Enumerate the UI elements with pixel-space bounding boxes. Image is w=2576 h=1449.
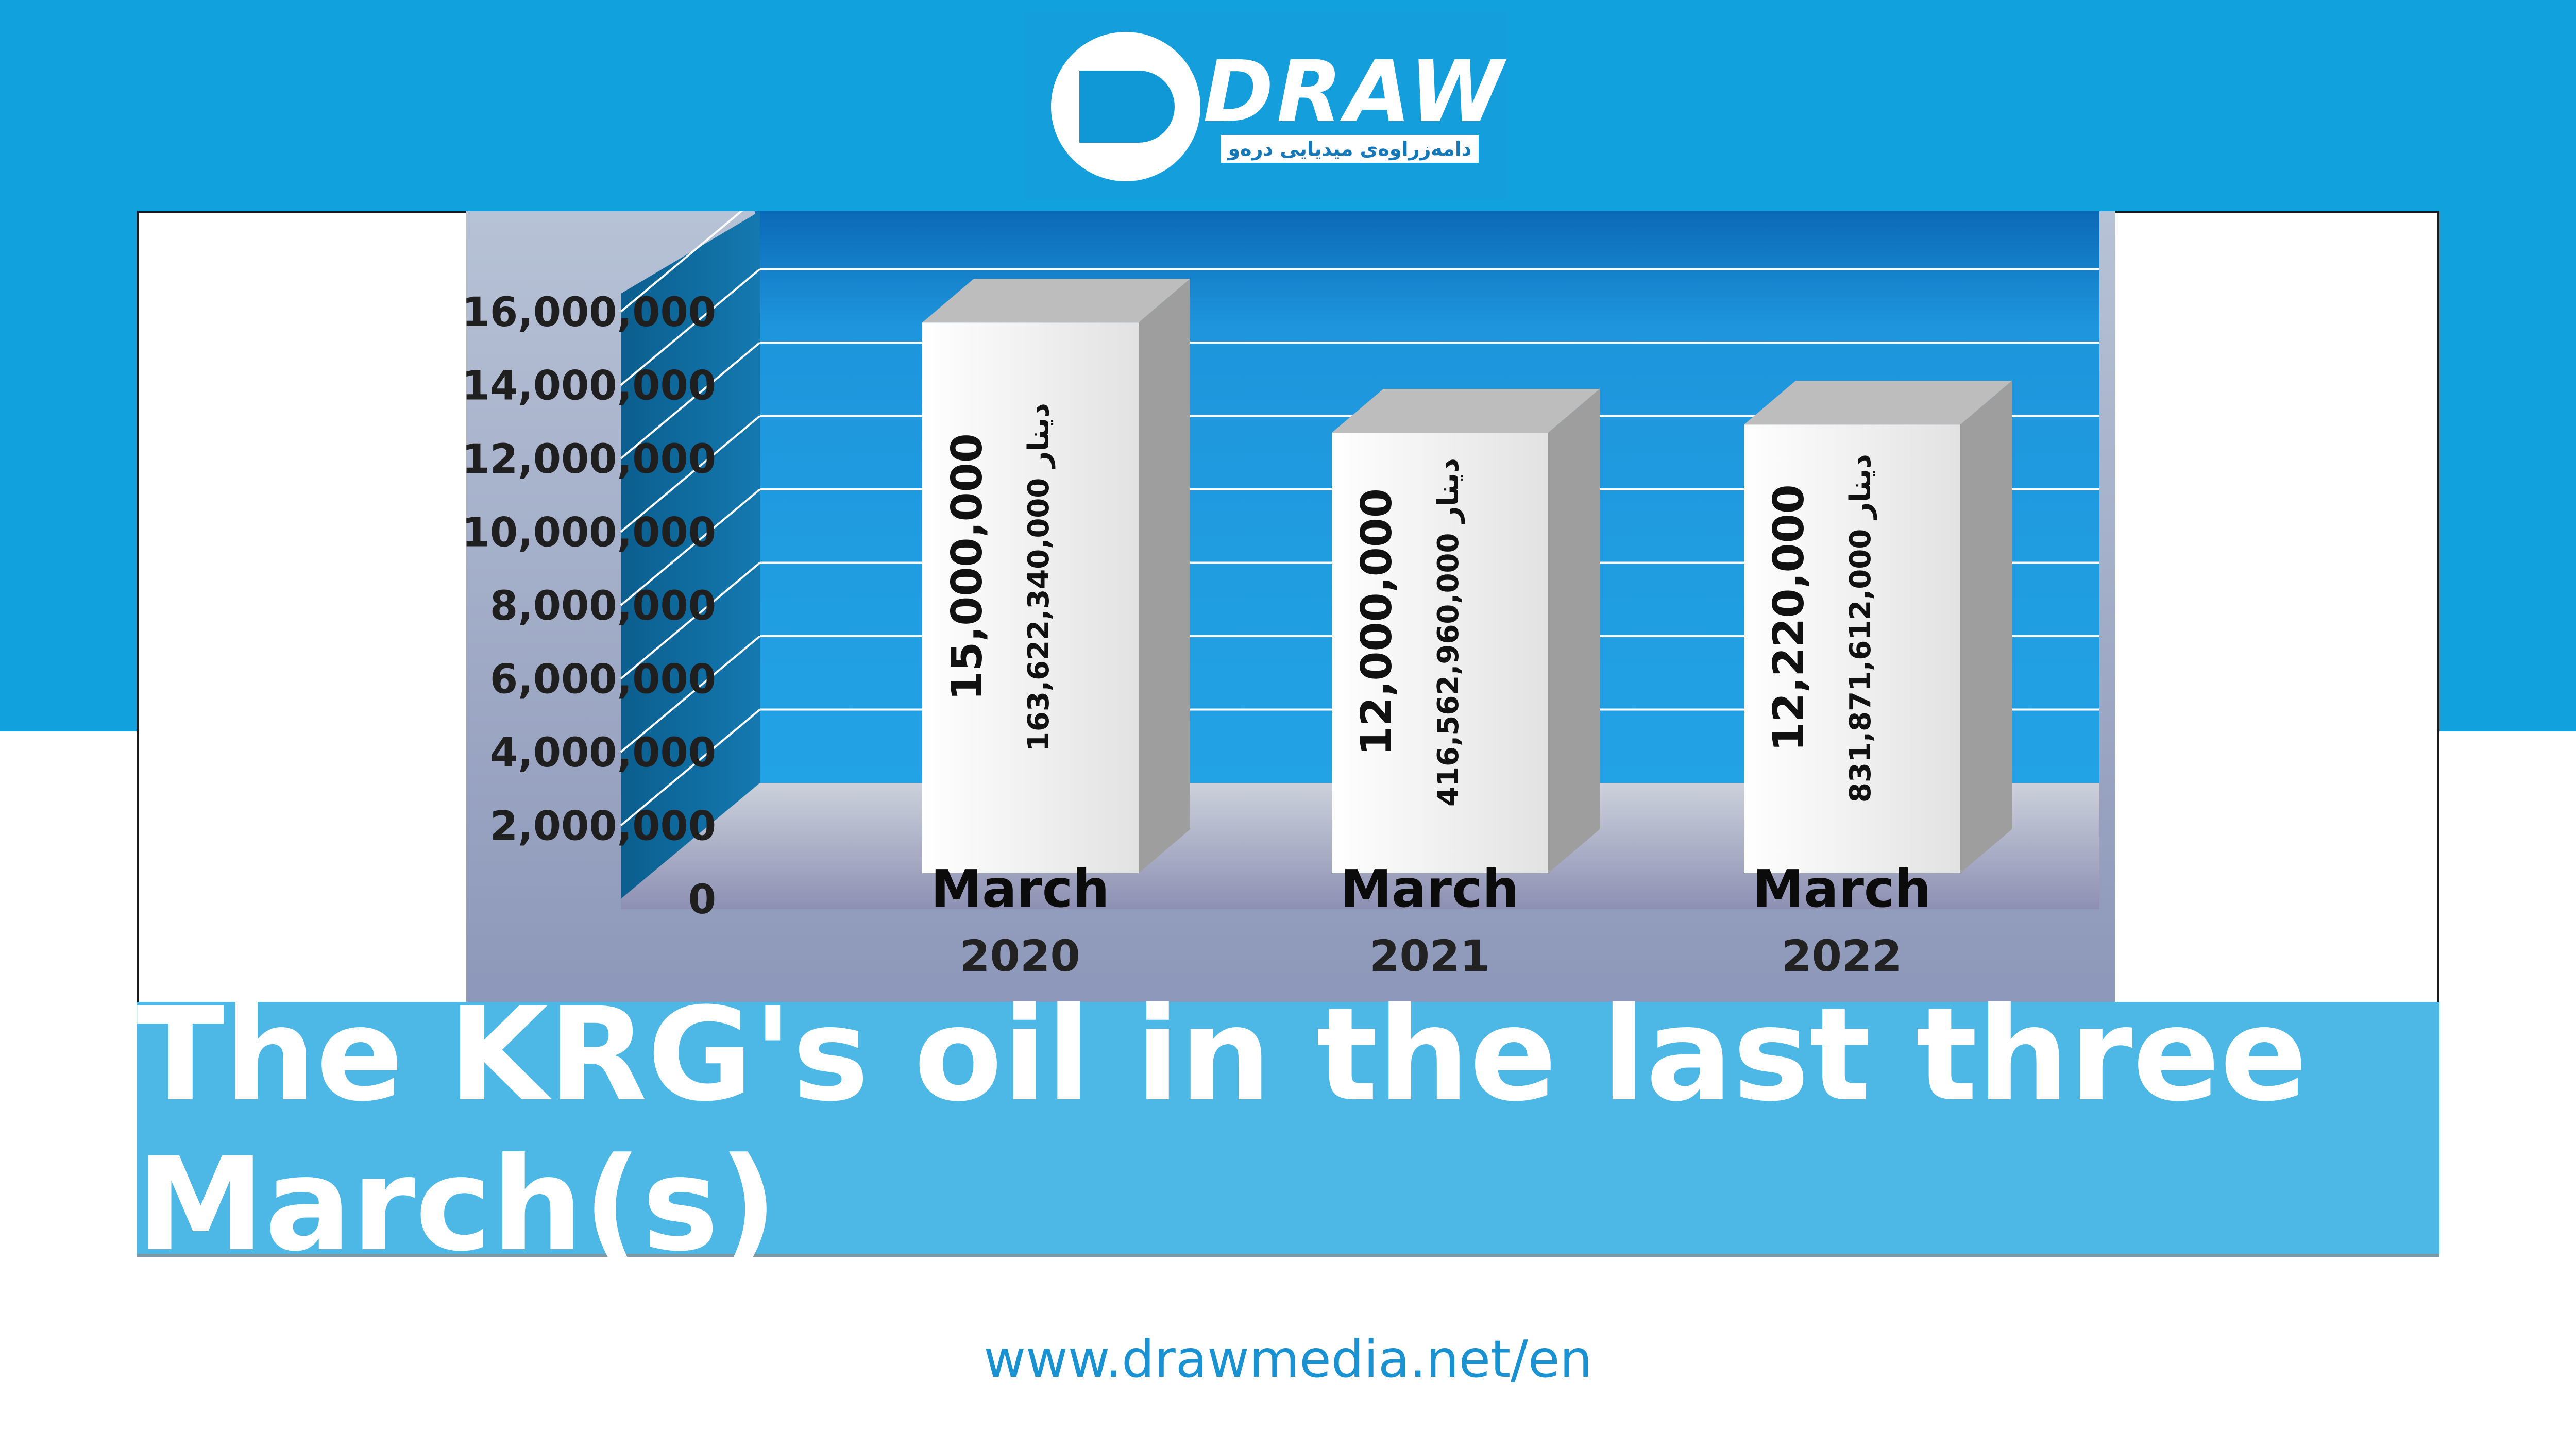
bar	[1744, 424, 1960, 873]
bar-side	[1548, 389, 1600, 873]
bar-secondary-label: 416,562,960,000 دینار	[1432, 458, 1465, 807]
x-category-year: 2020	[960, 931, 1080, 981]
logo-d-shape	[1079, 71, 1175, 143]
gridline-diagonal	[620, 488, 761, 606]
bar-top	[1744, 381, 2012, 425]
gridline-diagonal	[620, 415, 761, 533]
bar	[922, 322, 1139, 873]
y-tick-label: 10,000,000	[466, 510, 716, 556]
chart-area: 0 2,000,000 4,000,000 6,000,000 8,000,000 10,…	[466, 211, 2115, 1004]
gridline-diagonal	[620, 268, 761, 386]
x-category-label: March	[1341, 859, 1519, 919]
gridline-diagonal	[620, 635, 761, 753]
bar-value-label: 12,000,000	[1352, 488, 1401, 756]
bar-secondary-label: 831,871,612,000 دینار	[1844, 454, 1877, 803]
gridline-diagonal	[620, 708, 761, 827]
y-tick-label: 8,000,000	[490, 583, 716, 629]
logo-word: DRAW	[1203, 42, 1506, 141]
x-category-year: 2022	[1782, 931, 1902, 981]
y-tick-label: 0	[688, 877, 716, 923]
bar-top	[922, 279, 1190, 323]
bar-chart: 0 2,000,000 4,000,000 6,000,000 8,000,000 10,…	[466, 211, 2115, 1004]
y-tick-label: 4,000,000	[490, 730, 716, 776]
gridline-diagonal	[620, 561, 761, 680]
gridline-diagonal	[620, 342, 761, 459]
x-category-label: March	[931, 859, 1110, 919]
logo-tagline: دامەزراوەی میدیایی درەو	[1221, 135, 1479, 163]
bar-value-label: 12,220,000	[1765, 484, 1814, 752]
footer-url: www.drawmedia.net/en	[984, 1329, 1592, 1389]
bar-value-label: 15,000,000	[943, 433, 992, 701]
bar-side	[1139, 279, 1190, 873]
chart-title: The KRG's oil in the last three March(s)	[137, 979, 2308, 1280]
x-category-label: March	[1753, 859, 1931, 919]
title-banner: The KRG's oil in the last three March(s)	[137, 979, 2439, 1280]
logo-circle-icon	[1051, 32, 1200, 181]
draw-logo: DRAW دامەزراوەی میدیایی درەو	[1025, 11, 1507, 199]
y-tick-label: 2,000,000	[490, 804, 716, 850]
y-tick-label: 6,000,000	[490, 657, 716, 703]
chart-side-wall	[621, 211, 760, 899]
bar-side	[1960, 381, 2012, 873]
bar-top	[1332, 389, 1600, 433]
y-tick-label: 12,000,000	[466, 436, 716, 483]
y-tick-label: 16,000,000	[466, 289, 716, 336]
bar	[1332, 433, 1548, 873]
bar-secondary-label: 163,622,340,000 دینار	[1022, 403, 1056, 752]
y-tick-label: 14,000,000	[466, 363, 716, 410]
x-category-year: 2021	[1369, 931, 1490, 981]
gridline-diagonal	[620, 211, 743, 313]
